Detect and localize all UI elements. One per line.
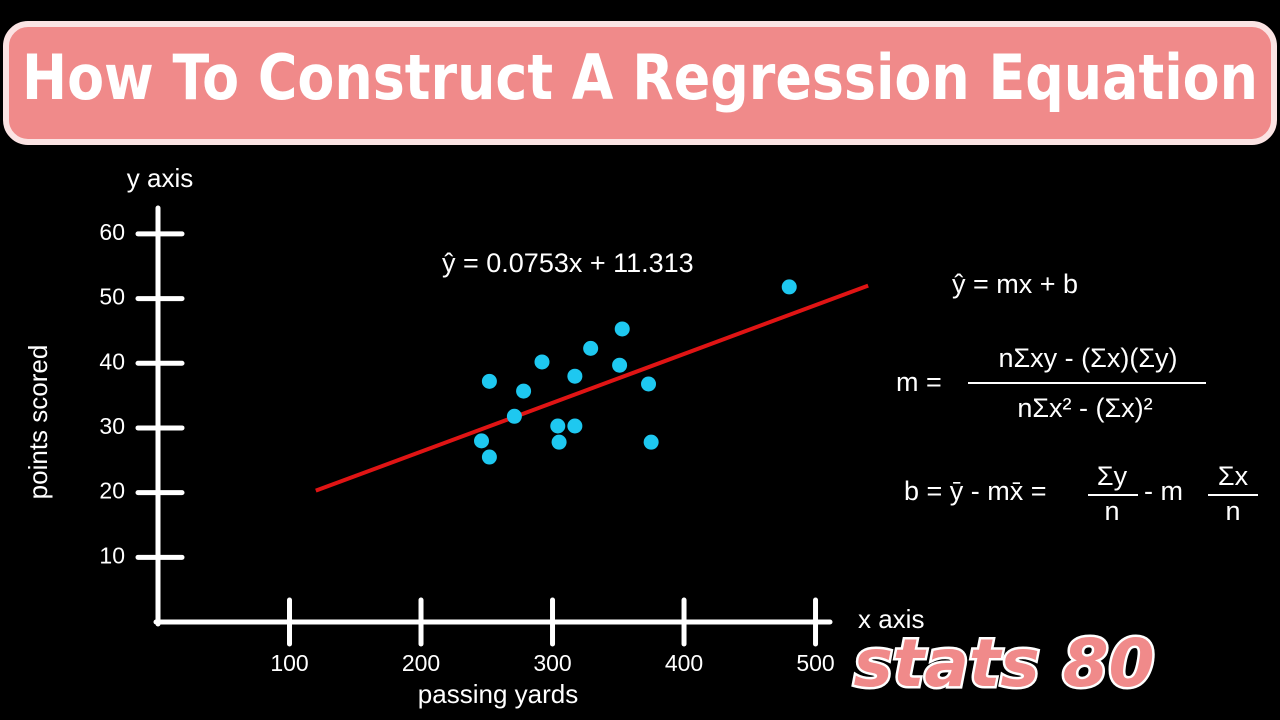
data-point: [641, 376, 657, 392]
regression-equation: ŷ = 0.0753x + 11.313: [442, 248, 694, 278]
x-tick-label: 400: [665, 650, 703, 676]
formula-intercept-numerator: Σx: [1218, 461, 1249, 491]
x-tick-label: 500: [796, 650, 834, 676]
data-point: [474, 433, 490, 449]
title: How To Construct A Regression Equation: [22, 41, 1258, 114]
data-point: [551, 434, 567, 450]
badge: stats 80: [853, 625, 1154, 702]
x-tick-label: 200: [402, 650, 440, 676]
formula-model: ŷ = mx + b: [952, 269, 1078, 299]
x-axis-name: x axis: [858, 604, 924, 634]
x-tick-label: 300: [533, 650, 571, 676]
data-point: [614, 321, 630, 337]
data-point: [516, 383, 532, 399]
x-axis-label: passing yards: [418, 679, 578, 709]
y-tick-label: 60: [99, 219, 125, 245]
formula-intercept-mid: - m: [1144, 476, 1183, 506]
formula-slope-denominator: nΣx² - (Σx)²: [1017, 393, 1152, 423]
y-tick-label: 40: [99, 348, 125, 374]
y-tick-label: 10: [99, 542, 125, 568]
y-axis-name: y axis: [127, 163, 193, 193]
y-tick-label: 30: [99, 413, 125, 439]
regression-line: [315, 283, 869, 493]
y-axis-label: points scored: [23, 345, 53, 500]
data-point: [481, 373, 497, 389]
data-point: [567, 418, 583, 434]
data-point: [643, 434, 659, 450]
formula-slope-lhs: m =: [896, 367, 942, 397]
data-point: [567, 368, 583, 384]
data-point: [550, 418, 566, 434]
formula-intercept-denominator: n: [1104, 496, 1119, 526]
data-point: [506, 408, 522, 424]
x-tick-label: 100: [270, 650, 308, 676]
data-point: [534, 354, 550, 370]
data-point: [583, 340, 599, 356]
formula-slope-numerator: nΣxy - (Σx)(Σy): [998, 343, 1177, 373]
data-point: [481, 449, 497, 465]
formula-intercept-numerator: Σy: [1097, 461, 1128, 491]
formula-intercept-lhs: b = ȳ - mx̄ =: [904, 476, 1047, 506]
y-tick-label: 20: [99, 478, 125, 504]
formula-intercept-denominator: n: [1225, 496, 1240, 526]
data-point: [781, 279, 797, 295]
title-banner: [3, 21, 1277, 145]
y-tick-label: 50: [99, 284, 125, 310]
data-point: [612, 357, 628, 373]
